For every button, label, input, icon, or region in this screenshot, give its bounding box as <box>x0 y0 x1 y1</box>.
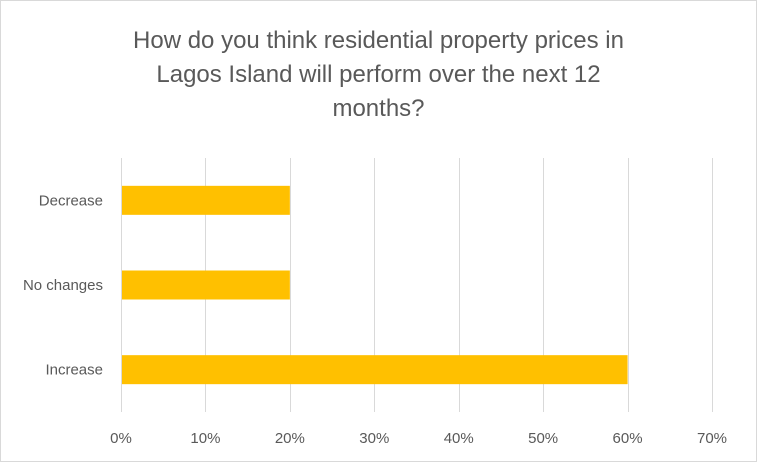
x-tick-label-5: 50% <box>528 430 558 447</box>
chart-title-line-3: months? <box>332 95 425 122</box>
x-tick-label-4: 40% <box>444 430 474 447</box>
x-tick-label-6: 60% <box>613 430 643 447</box>
x-tick-label-7: 70% <box>697 430 727 447</box>
chart-title-line-2: Lagos Island will perform over the next … <box>156 61 601 88</box>
category-label-2: Increase <box>45 362 103 379</box>
x-tick-label-3: 30% <box>359 430 389 447</box>
category-label-0: Decrease <box>39 192 103 209</box>
x-tick-label-0: 0% <box>110 430 132 447</box>
category-label-1: No changes <box>23 277 103 294</box>
bar-1 <box>121 270 290 300</box>
bar-0 <box>121 185 290 215</box>
x-tick-label-2: 20% <box>275 430 305 447</box>
chart-title-line-1: How do you think residential property pr… <box>133 27 624 54</box>
x-tick-label-1: 10% <box>190 430 220 447</box>
bar-2 <box>121 355 628 385</box>
chart-title: How do you think residential property pr… <box>80 24 677 126</box>
